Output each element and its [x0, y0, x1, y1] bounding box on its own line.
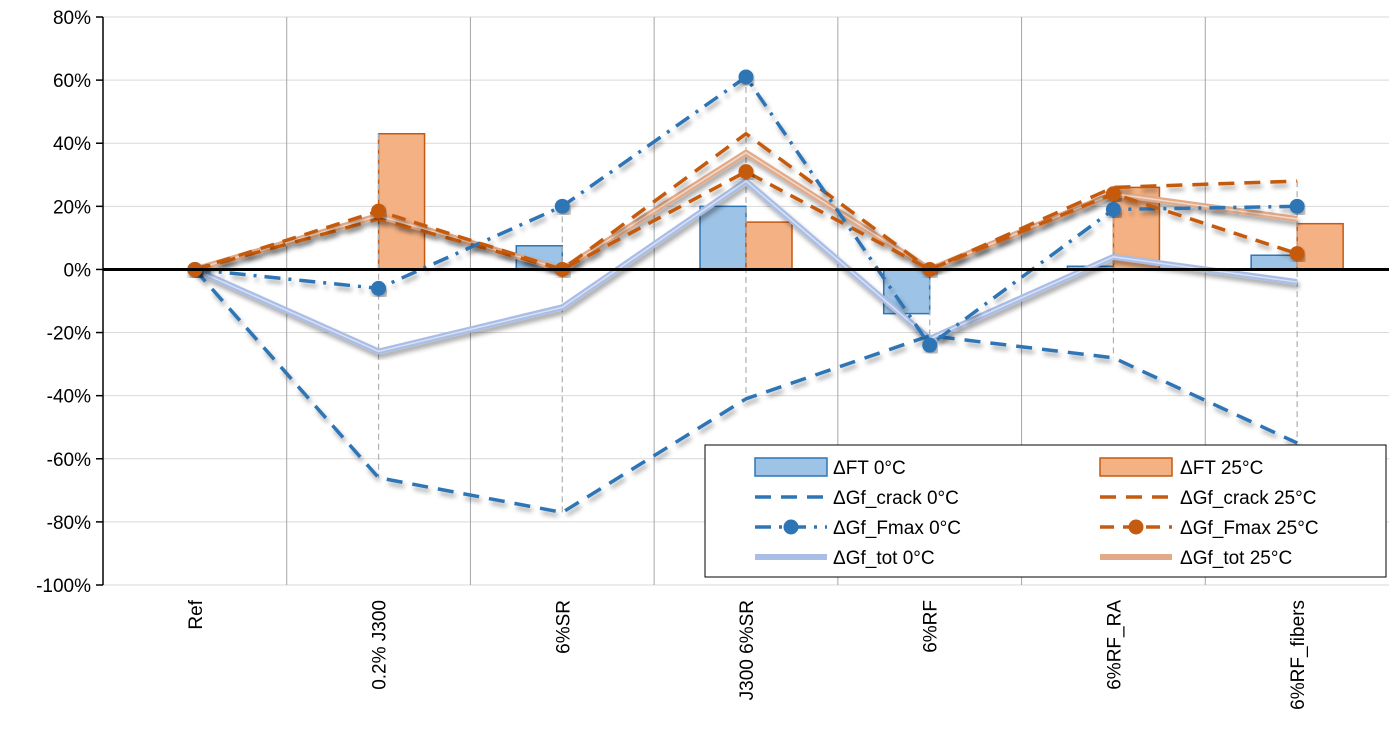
legend-swatch--ft-0-c: [754, 457, 828, 477]
y-tick-label: -100%: [36, 576, 91, 597]
x-tick-label: 6%RF: [921, 600, 942, 653]
line-highlight--gf-tot-0-c: [194, 180, 1298, 353]
legend-label--gf-crack-25-c: ΔGf_crack 25°C: [1180, 488, 1316, 509]
point--gf-fmax-0-c-3: [738, 69, 754, 85]
x-tick-label: 6%RF_RA: [1104, 600, 1125, 690]
y-tick-label: -40%: [47, 387, 91, 408]
y-tick-label: -60%: [47, 450, 91, 471]
x-tick-label: J300 6%SR: [737, 600, 758, 700]
point--gf-fmax-25-c-3: [738, 164, 754, 180]
point--gf-fmax-25-c-6: [1289, 246, 1305, 262]
y-tick-label: -20%: [47, 324, 91, 345]
y-tick-label: 60%: [53, 71, 91, 92]
legend-label--gf-tot-25-c: ΔGf_tot 25°C: [1180, 548, 1292, 569]
tick-labels: -100% -80% -60% -40% -20% 0% 20% 40% 60% 80% Ref 0.…: [36, 8, 1309, 710]
point--gf-fmax-0-c-5: [1105, 201, 1121, 217]
legend-swatch--ft-25-c: [1099, 457, 1173, 477]
x-tick-label: Ref: [186, 599, 207, 629]
legend-label--ft-0-c: ΔFT 0°C: [833, 458, 906, 479]
point--gf-fmax-25-c-1: [371, 203, 387, 219]
point--gf-fmax-25-c-5: [1105, 186, 1121, 202]
line--gf-crack-25-c: [194, 132, 1298, 272]
y-tick-label: 40%: [53, 134, 91, 155]
point--gf-fmax-0-c-2: [554, 198, 570, 214]
y-tick-label: -80%: [47, 513, 91, 534]
point--gf-fmax-0-c-6: [1289, 198, 1305, 214]
bar-ft-0c-6: [1250, 254, 1298, 271]
bar-ft-0c-3: [699, 205, 747, 271]
legend-label--gf-fmax-25-c: ΔGf_Fmax 25°C: [1180, 518, 1319, 539]
legend-label--gf-tot-0-c: ΔGf_tot 0°C: [833, 548, 935, 569]
x-tick-label: 0.2% J300: [370, 600, 391, 690]
drop-lines: [377, 76, 1298, 513]
point--gf-fmax-0-c-4: [922, 337, 938, 353]
bar-ft-25c-3: [745, 221, 793, 271]
y-tick-label: 80%: [53, 8, 91, 29]
line--gf-crack-0-c: [193, 268, 1298, 515]
y-tick-label: 20%: [53, 197, 91, 218]
legend-label--gf-fmax-0-c: ΔGf_Fmax 0°C: [833, 518, 961, 539]
legend-label--gf-crack-0-c: ΔGf_crack 0°C: [833, 488, 959, 509]
series-lines: [187, 69, 1305, 515]
legend-label--ft-25-c: ΔFT 25°C: [1180, 458, 1263, 479]
legend-marker--gf-fmax-0-c: [783, 519, 799, 535]
bar-ft-25c-6: [1296, 222, 1344, 271]
y-tick-label: 0%: [64, 260, 92, 281]
bar-ft-25c-1: [377, 133, 426, 271]
legend: ΔFT 0°C ΔFT 25°C ΔGf_crack 0°C ΔGf_crack 25…: [704, 444, 1387, 578]
axes: [96, 16, 1389, 586]
x-tick-label: 6%RF_fibers: [1288, 600, 1309, 710]
legend-marker--gf-fmax-25-c: [1128, 519, 1144, 535]
point--gf-fmax-0-c-1: [371, 280, 387, 296]
x-tick-label: 6%SR: [553, 600, 574, 654]
